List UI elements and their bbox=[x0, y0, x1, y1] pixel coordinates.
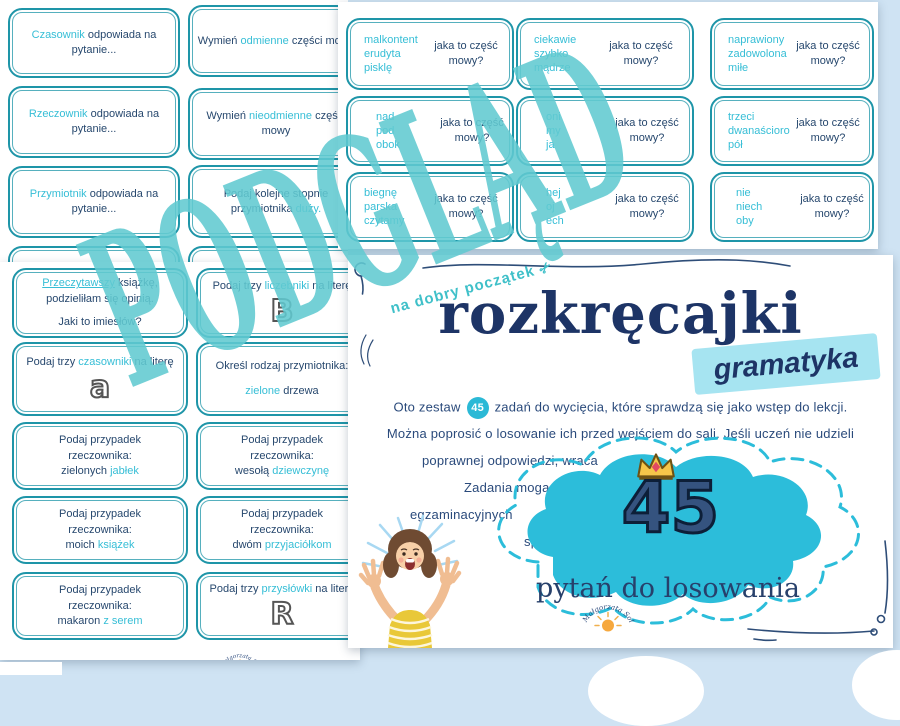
card-text: Podaj trzy przysłówki na literę R bbox=[209, 583, 355, 632]
cloud-graphic bbox=[497, 436, 860, 625]
card-text: Czasownik odpowiada na pytanie... bbox=[31, 29, 157, 56]
next-page-edge bbox=[0, 662, 62, 675]
svg-text:Małgorzata Solarska: Małgorzata Solarska bbox=[216, 640, 261, 660]
author-logo: Małgorzata Solarska bbox=[578, 585, 635, 632]
cloud-label: pytań do losowania bbox=[536, 573, 800, 604]
word-list: biegnę parska czytamy bbox=[364, 186, 405, 228]
question-card: Podaj przypadek rzeczownika: dwóm przyjac… bbox=[196, 496, 360, 564]
question-card: Podaj przypadek rzeczownika: moich książe… bbox=[12, 496, 188, 564]
next-page-cloud bbox=[852, 650, 900, 720]
question-card-partial bbox=[8, 246, 180, 263]
question-card: Podaj kolejne stopnie przymiotnika duży. bbox=[188, 165, 348, 238]
card-text: Podaj przypadek rzeczownika: dwóm przyjac… bbox=[232, 507, 332, 552]
card-text: Podaj przypadek rzeczownika: wesołą dziew… bbox=[234, 433, 330, 478]
word-list: hej oj ech bbox=[546, 186, 564, 228]
question-card: Rzeczownik odpowiada na pytanie... bbox=[8, 86, 180, 158]
question-card: Określ rodzaj przymiotnika: zielone drze… bbox=[196, 342, 360, 416]
cover-page: na dobry początek ✂ rozkręcajki gramatyk… bbox=[348, 255, 893, 648]
sheet-bottom-left: Przeczytawszy książkę, podzieliłam się o… bbox=[0, 262, 360, 660]
question-card: Przeczytawszy książkę, podzieliłam się o… bbox=[12, 268, 188, 338]
intro-line: Zadania mogą te bbox=[464, 480, 565, 495]
card-text: Wymień nieodmienne części mowy bbox=[206, 110, 346, 137]
question-card: Podaj przypadek rzeczownika: makaron z se… bbox=[12, 572, 188, 640]
card-text: Podaj trzy liczebniki na literę B bbox=[212, 280, 352, 329]
card-text: Podaj kolejne stopnie przymiotnika duży. bbox=[223, 187, 329, 215]
svg-text:Małgorzata Solarska: Małgorzata Solarska bbox=[578, 585, 635, 624]
word-list: trzeci dwanaścioro pół bbox=[728, 110, 790, 152]
word-list: naprawiony zadowolona miłe bbox=[728, 33, 787, 75]
intro-line: egzaminacyjnych bbox=[410, 507, 513, 522]
crown-icon bbox=[633, 451, 679, 483]
question-card: Podaj przypadek rzeczownika: wesołą dziew… bbox=[196, 422, 360, 490]
sheet-top-left: Czasownik odpowiada na pytanie... Rzeczo… bbox=[0, 0, 348, 263]
bubble-letter: B bbox=[270, 293, 295, 329]
question-card: biegnę parska czytamy jaka to część mowy? bbox=[346, 172, 514, 242]
card-text: Podaj przypadek rzeczownika: zielonych ja… bbox=[59, 433, 141, 478]
question-card: Podaj trzy liczebniki na literę B bbox=[196, 268, 360, 338]
card-text: Rzeczownik odpowiada na pytanie... bbox=[28, 108, 160, 135]
intro-line: poprawnej odpowiedzi, wraca bbox=[422, 453, 598, 468]
question-card: Wymień odmienne części mowy bbox=[188, 5, 348, 77]
card-text: Przeczytawszy książkę, podzieliłam się o… bbox=[42, 277, 158, 328]
word-list: oni my ja bbox=[546, 110, 561, 152]
card-text: Podaj trzy czasowniki na literę a bbox=[26, 356, 174, 405]
sun-icon bbox=[594, 611, 622, 632]
bubble-letter: a bbox=[89, 369, 111, 405]
question-card: oni my ja jaka to część mowy? bbox=[516, 96, 694, 166]
card-text: Podaj przypadek rzeczownika: moich książe… bbox=[59, 507, 141, 552]
sheet-top-right: malkontent erudyta pisklę jaka to część mo… bbox=[338, 2, 878, 249]
question-card: Wymień nieodmienne części mowy bbox=[188, 88, 348, 160]
question-card: malkontent erudyta pisklę jaka to część mo… bbox=[346, 18, 514, 90]
question-card: ciekawie szybko mądrze jaka to część mowy? bbox=[516, 18, 694, 90]
card-text: Podaj przypadek rzeczownika: makaron z se… bbox=[57, 583, 143, 628]
question-card: Przymiotnik odpowiada na pytanie... bbox=[8, 166, 180, 238]
card-text: Określ rodzaj przymiotnika: zielone drze… bbox=[215, 360, 349, 397]
intro-line: Oto zestaw 45 zadań do wycięcia, które spr… bbox=[376, 397, 865, 419]
cloud-number: 45 bbox=[620, 466, 720, 551]
question-card: nie niech oby jaka to część mowy? bbox=[710, 172, 874, 242]
word-list: nad pod obok bbox=[376, 110, 400, 152]
question-card: trzeci dwanaścioro pół jaka to część mowy? bbox=[710, 96, 874, 166]
next-page-cloud bbox=[588, 656, 704, 726]
card-text: Wymień odmienne części mowy bbox=[197, 34, 348, 47]
question-card: Podaj przypadek rzeczownika: zielonych ja… bbox=[12, 422, 188, 490]
question-card: naprawiony zadowolona miłe jaka to część m… bbox=[710, 18, 874, 90]
intro-line: Można poprosić o losowanie ich przed wej… bbox=[386, 426, 855, 441]
question-card: hej oj ech jaka to część mowy? bbox=[516, 172, 694, 242]
question-card: Podaj trzy przysłówki na literę R bbox=[196, 572, 360, 640]
card-text: Przymiotnik odpowiada na pytanie... bbox=[29, 188, 159, 215]
word-list: nie niech oby bbox=[736, 186, 763, 228]
word-list: ciekawie szybko mądrze bbox=[534, 33, 577, 75]
question-card: nad pod obok jaka to część mowy? bbox=[346, 96, 514, 166]
question-card: Podaj trzy czasowniki na literę a bbox=[12, 342, 188, 416]
cover-title: rozkręcajki bbox=[438, 281, 803, 347]
count-badge: 45 bbox=[466, 397, 489, 419]
bubble-letter: R bbox=[269, 596, 294, 632]
question-card-partial bbox=[188, 246, 348, 263]
author-logo: Małgorzata Solarska bbox=[216, 640, 261, 660]
excited-woman-illustration bbox=[358, 514, 462, 648]
word-list: malkontent erudyta pisklę bbox=[364, 33, 418, 75]
question-card: Czasownik odpowiada na pytanie... bbox=[8, 8, 180, 78]
